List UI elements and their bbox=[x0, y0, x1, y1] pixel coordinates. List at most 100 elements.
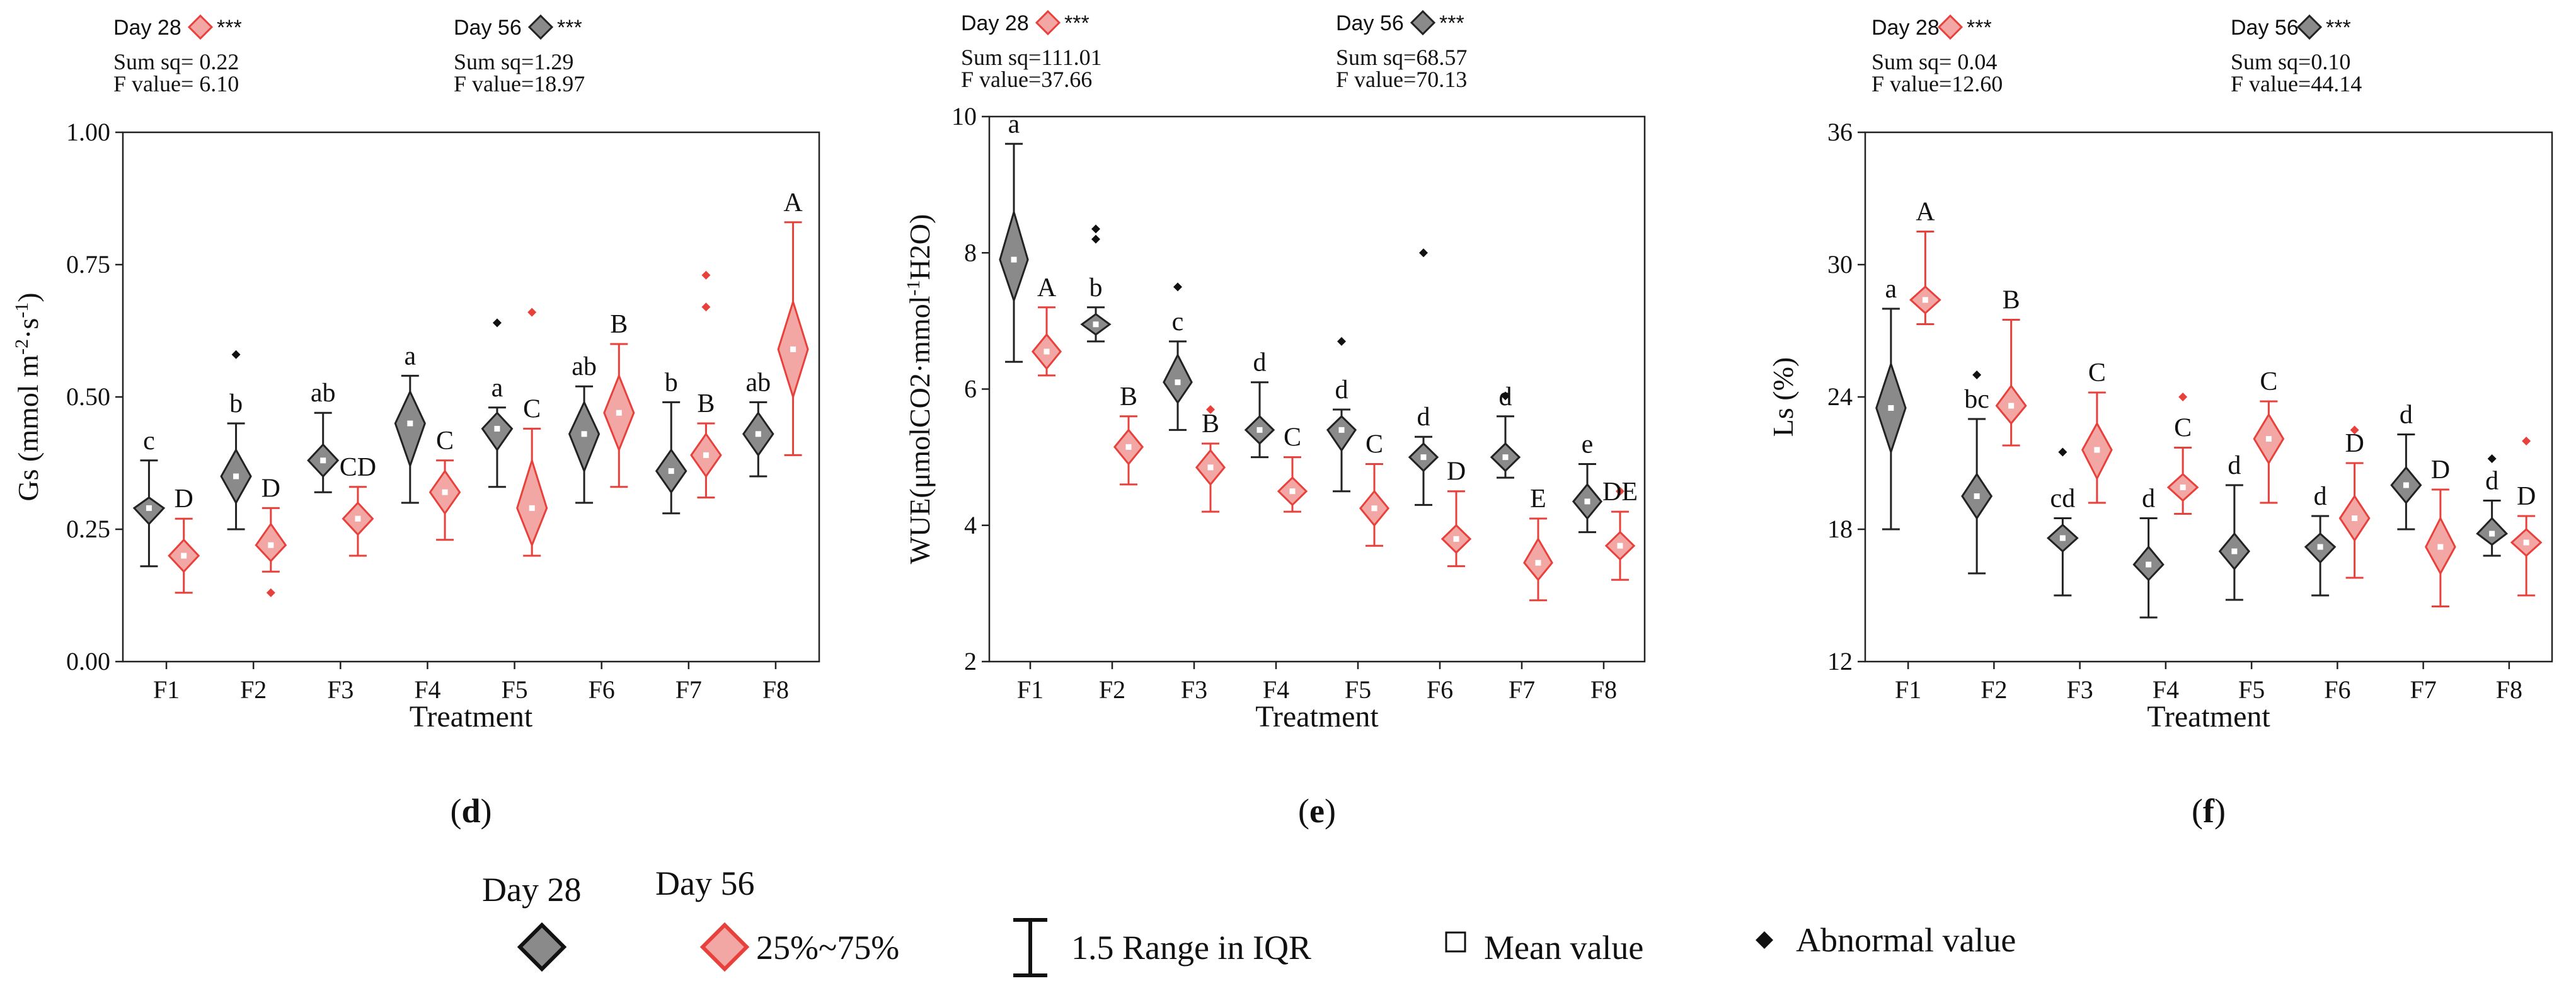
y-tick-label: 24 bbox=[1827, 382, 1853, 411]
significance-letter: b bbox=[665, 368, 678, 397]
significance-letter: d bbox=[2400, 401, 2413, 430]
outlier-marker bbox=[1501, 391, 1510, 401]
violin-day56-F3: CD bbox=[340, 453, 376, 557]
violin-day56-F6: D bbox=[1440, 457, 1472, 568]
stat-day28-label: Day 28 bbox=[1872, 16, 1940, 40]
violin-day28-F6: d bbox=[2304, 482, 2337, 597]
mean-marker bbox=[2437, 544, 2444, 550]
mean-marker bbox=[2352, 515, 2358, 521]
mean-marker bbox=[442, 489, 448, 495]
significance-letter: C bbox=[1284, 423, 1301, 452]
violin-day28-F7: b bbox=[655, 368, 687, 515]
x-axis-label: Treatment bbox=[1255, 700, 1379, 733]
x-tick-label: F2 bbox=[1099, 675, 1125, 704]
significance-letter: B bbox=[610, 310, 628, 339]
stat-day28-sumsq: Sum sq= 0.04 bbox=[1872, 49, 1997, 74]
x-tick-label: F8 bbox=[1590, 675, 1617, 704]
x-tick-label: F5 bbox=[1345, 675, 1371, 704]
y-axis-label-ylabel_sup1: -1 bbox=[903, 280, 924, 296]
y-axis-label: Ls (%) bbox=[1767, 357, 1799, 437]
significance-letter: B bbox=[1202, 410, 1219, 439]
significance-letter: d bbox=[2314, 482, 2327, 511]
violin-day56-F4: C bbox=[428, 427, 461, 541]
violin-day28-F3: ab bbox=[307, 379, 340, 493]
y-axis-label-ylabel_main: Gs (mmol m bbox=[12, 355, 44, 502]
outlier-marker bbox=[2058, 447, 2067, 457]
stat-day28-sig: *** bbox=[217, 16, 242, 40]
stat-day28-label: Day 28 bbox=[961, 11, 1029, 35]
significance-letter: D bbox=[2431, 456, 2450, 485]
violin-day28-F1: a bbox=[1875, 275, 1907, 531]
outlier-marker bbox=[1173, 282, 1182, 292]
violin-day28-F4: a bbox=[394, 342, 426, 504]
violin-day56-F7: B bbox=[690, 270, 722, 499]
violin-day28-F1: a bbox=[999, 110, 1029, 363]
x-tick-label: F4 bbox=[1263, 675, 1289, 704]
outlier-marker bbox=[2178, 393, 2188, 401]
significance-letter: ab bbox=[311, 379, 336, 408]
violin-day28-F3: c bbox=[1163, 282, 1193, 431]
outlier-marker bbox=[1972, 370, 1982, 379]
stat-day56-sumsq: Sum sq=1.29 bbox=[454, 49, 573, 74]
violin-day56-F5: C bbox=[1359, 430, 1390, 547]
mean-marker bbox=[2094, 447, 2100, 453]
legend-day28-diamond-icon bbox=[517, 922, 567, 972]
panel-e: Day 28 *** Sum sq=111.01F value=37.66 Day 5… bbox=[903, 9, 1646, 830]
legend-day56-label: Day 56 bbox=[655, 864, 754, 902]
panel-label-letter: f bbox=[2203, 792, 2215, 830]
outlier-marker bbox=[1419, 248, 1428, 258]
panel-label: (f) bbox=[2192, 792, 2226, 830]
violin-day56-F1: A bbox=[1031, 273, 1062, 377]
x-tick-label: F1 bbox=[153, 675, 180, 704]
mean-marker bbox=[1175, 379, 1181, 386]
outlier-marker bbox=[2350, 425, 2359, 435]
significance-letter: DE bbox=[1602, 478, 1638, 507]
mean-marker bbox=[1207, 464, 1214, 471]
violin-day28-F6: ab bbox=[568, 352, 601, 504]
significance-letter: D bbox=[1447, 457, 1466, 486]
outlier-marker bbox=[2487, 454, 2497, 463]
x-tick-label: F4 bbox=[2153, 675, 2179, 704]
plot-frame bbox=[988, 115, 1646, 663]
mean-marker bbox=[2317, 544, 2323, 550]
significance-letter: d bbox=[2228, 451, 2241, 480]
significance-letter: C bbox=[2260, 367, 2277, 396]
stat-day56-label: Day 56 bbox=[1336, 11, 1404, 35]
mean-marker bbox=[268, 542, 274, 548]
violin-day56-F2: D bbox=[255, 474, 287, 597]
significance-letter: C bbox=[523, 394, 541, 423]
iqr-diamond bbox=[394, 389, 426, 469]
stat-day28-label: Day 28 bbox=[113, 16, 181, 40]
stat-day28-diamond-icon bbox=[1035, 9, 1061, 36]
violin-day28-F3: cd bbox=[2046, 447, 2079, 597]
y-tick-label: 30 bbox=[1827, 250, 1853, 278]
stat-day56-label: Day 56 bbox=[2231, 16, 2299, 40]
stat-day28-diamond-icon bbox=[187, 14, 214, 40]
significance-letter: D bbox=[262, 474, 280, 503]
stat-day56-diamond-icon bbox=[2296, 14, 2323, 40]
panel-label-close: ) bbox=[481, 792, 492, 830]
x-tick-label: F8 bbox=[2496, 675, 2522, 704]
mean-marker bbox=[616, 410, 622, 416]
significance-letter: d bbox=[1335, 376, 1348, 405]
violin-day28-F1: c bbox=[132, 427, 166, 568]
significance-letter: d bbox=[1417, 403, 1430, 432]
significance-letter: A bbox=[1037, 273, 1057, 302]
significance-letter: d bbox=[1253, 348, 1267, 377]
y-tick-label: 10 bbox=[952, 102, 977, 130]
significance-letter: C bbox=[1366, 430, 1383, 459]
stat-day56-fvalue: F value=70.13 bbox=[1336, 67, 1467, 92]
y-tick-label: 1.00 bbox=[66, 118, 110, 146]
violin-day28-F7: d bbox=[1490, 382, 1521, 479]
outlier-marker bbox=[1337, 336, 1346, 346]
panel-label-open: ( bbox=[1298, 792, 1309, 830]
y-axis-label-ylabel_end: ) bbox=[12, 292, 44, 302]
mean-marker bbox=[407, 420, 413, 427]
violin-day56-F8: D bbox=[2510, 437, 2543, 597]
legend-abnormal-label: Abnormal value bbox=[1796, 921, 2016, 959]
stat-day56-sig: *** bbox=[1439, 11, 1464, 35]
mean-marker bbox=[668, 468, 674, 474]
y-axis-label-ylabel_main: WUE(μmolCO2·mmol bbox=[904, 296, 936, 564]
x-tick-label: F3 bbox=[327, 675, 354, 704]
